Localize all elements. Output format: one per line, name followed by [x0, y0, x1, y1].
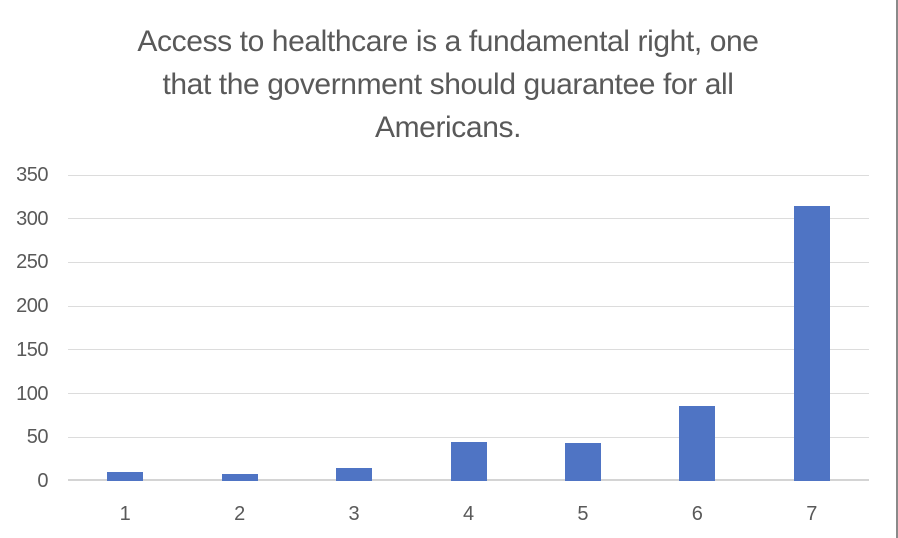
gridline — [68, 436, 869, 438]
y-tick-label: 100 — [16, 382, 48, 405]
y-tick-label: 250 — [16, 251, 48, 274]
x-tick-label: 5 — [577, 503, 589, 525]
bar-category-1 — [107, 472, 144, 481]
y-tick-label: 300 — [16, 207, 48, 230]
bar-category-7 — [793, 205, 830, 481]
bar-category-2 — [221, 474, 258, 481]
chart-title-line-2: that the government should guarantee for… — [162, 68, 734, 101]
gridline — [68, 218, 869, 220]
gridline — [68, 349, 869, 351]
y-tick-label: 0 — [37, 470, 48, 492]
gridline — [68, 174, 869, 176]
bar-category-6 — [679, 405, 716, 481]
chart-title-line-1: Access to healthcare is a fundamental ri… — [137, 25, 759, 58]
x-tick-label: 3 — [348, 503, 360, 525]
x-tick-label: 4 — [462, 503, 475, 525]
bar-category-3 — [336, 467, 373, 481]
y-tick-label: 50 — [26, 426, 49, 449]
x-tick-label: 6 — [691, 503, 703, 525]
gridline — [68, 305, 869, 307]
gridline — [68, 261, 869, 263]
y-tick-label: 200 — [16, 295, 48, 318]
x-tick-label: 7 — [806, 503, 818, 525]
y-tick-label: 350 — [16, 164, 48, 186]
chart-title: Access to healthcare is a fundamental ri… — [0, 20, 896, 149]
gridline — [68, 393, 869, 395]
chart-title-line-3: Americans. — [374, 111, 522, 144]
y-axis: 0 50 100 150 200 250 300 350 — [0, 164, 49, 492]
bar-category-5 — [564, 442, 601, 481]
bar-category-4 — [450, 441, 487, 481]
x-tick-label: 1 — [119, 503, 131, 525]
plot-area — [68, 174, 869, 481]
x-tick-label: 2 — [234, 503, 246, 525]
x-axis: 1 2 3 4 5 6 7 — [68, 502, 869, 528]
y-tick-label: 150 — [16, 338, 48, 361]
